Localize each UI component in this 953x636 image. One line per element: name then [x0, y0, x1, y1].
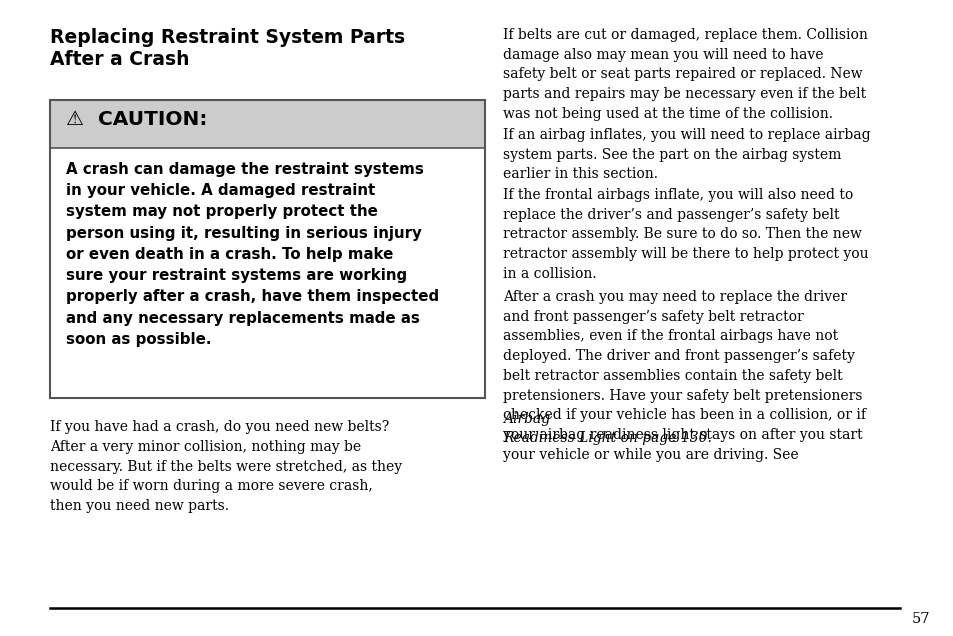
Text: If the frontal airbags inflate, you will also need to
replace the driver’s and p: If the frontal airbags inflate, you will…	[502, 188, 868, 281]
FancyBboxPatch shape	[50, 100, 484, 148]
Text: After a Crash: After a Crash	[50, 50, 190, 69]
Text: 57: 57	[911, 612, 929, 626]
FancyBboxPatch shape	[50, 148, 484, 398]
Text: After a very minor collision, nothing may be
necessary. But if the belts were st: After a very minor collision, nothing ma…	[50, 440, 402, 513]
Text: Replacing Restraint System Parts: Replacing Restraint System Parts	[50, 28, 405, 47]
Text: If belts are cut or damaged, replace them. Collision
damage also may mean you wi: If belts are cut or damaged, replace the…	[502, 28, 867, 121]
Text: Airbag
Readiness Light on page 130.: Airbag Readiness Light on page 130.	[502, 411, 711, 445]
Text: ⚠  CAUTION:: ⚠ CAUTION:	[66, 110, 207, 129]
Text: If an airbag inflates, you will need to replace airbag
system parts. See the par: If an airbag inflates, you will need to …	[502, 128, 870, 181]
Text: A crash can damage the restraint systems
in your vehicle. A damaged restraint
sy: A crash can damage the restraint systems…	[66, 162, 438, 347]
Text: If you have had a crash, do you need new belts?: If you have had a crash, do you need new…	[50, 420, 389, 434]
Text: After a crash you may need to replace the driver
and front passenger’s safety be: After a crash you may need to replace th…	[502, 290, 865, 462]
